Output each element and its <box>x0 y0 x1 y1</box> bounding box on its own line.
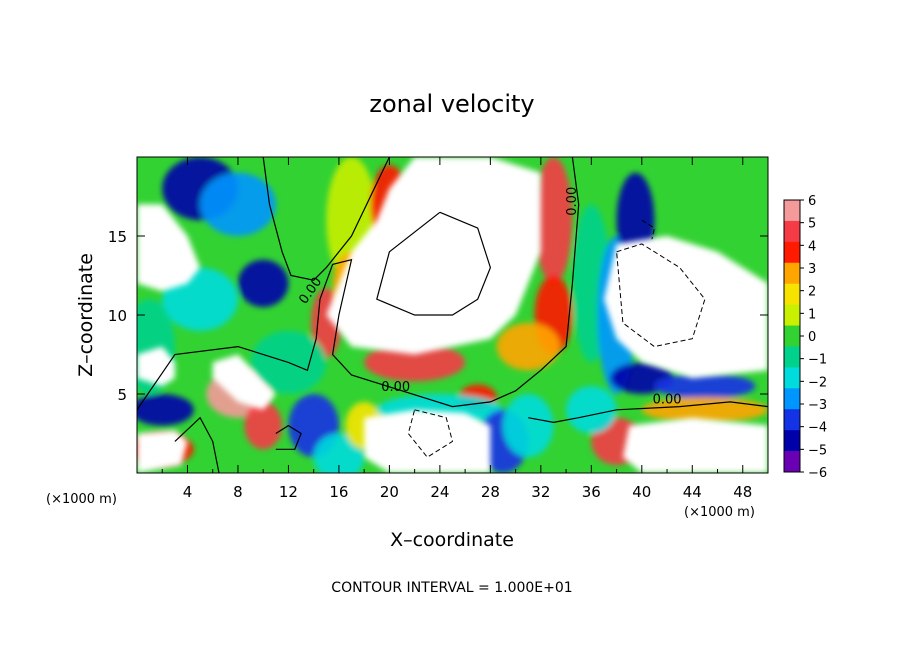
y-tick-label: 5 <box>117 386 127 404</box>
colorbar-label: −6 <box>808 466 827 481</box>
colorbar-label: 0 <box>808 330 816 345</box>
contour-label: 0.00 <box>565 187 580 216</box>
colorbar-swatch <box>784 409 800 431</box>
chart-title: zonal velocity <box>369 90 534 118</box>
colorbar-swatch <box>784 430 800 452</box>
contour-line-dashed <box>641 219 655 240</box>
contour-line-solid <box>137 157 580 411</box>
field-blob <box>641 397 768 423</box>
contour-line-solid <box>262 157 390 281</box>
field-blob <box>654 373 756 399</box>
field-blob <box>566 386 617 434</box>
field-blob <box>534 157 573 284</box>
colorbar-label: −4 <box>808 421 827 436</box>
out-of-range-region <box>137 346 175 387</box>
y-axis: 5 10 15 <box>108 228 768 404</box>
colorbar-swatch <box>784 200 800 222</box>
field-blob <box>244 401 283 450</box>
colorbar-label: 1 <box>808 307 816 322</box>
colorbar-label: 5 <box>808 217 816 232</box>
colorbar-swatch <box>784 241 800 264</box>
x-axis: 4 8 12 16 20 24 28 32 36 40 44 48 <box>161 157 752 501</box>
contour-label: 0.00 <box>381 380 410 395</box>
y-axis-label: Z–coordinate <box>75 253 97 377</box>
x-tick-label: 20 <box>380 483 399 501</box>
x-tick-label: 4 <box>183 483 193 501</box>
x-tick-label: 40 <box>632 483 651 501</box>
x-tick-label: 16 <box>329 483 348 501</box>
colorbar-label: −2 <box>808 375 827 390</box>
colorbar-swatch <box>784 451 800 473</box>
colorbar-label: −1 <box>808 353 827 368</box>
colorbar-swatch <box>784 325 800 347</box>
velocity-field <box>137 157 768 473</box>
x-tick-label: 44 <box>683 483 702 501</box>
out-of-range-region <box>364 409 491 473</box>
contour-interval-note: CONTOUR INTERVAL = 1.000E+01 <box>331 580 572 596</box>
out-of-range-region <box>137 204 201 292</box>
x-tick-label: 24 <box>430 483 449 501</box>
x-axis-label: X–coordinate <box>390 529 514 551</box>
colorbar-label: 3 <box>808 262 816 277</box>
x-tick-label: 12 <box>279 483 298 501</box>
colorbar: 6 5 4 3 2 1 0 −1 −2 −3 −4 −5 −6 <box>783 194 827 481</box>
plot-area: 0.000.000.000.00 <box>136 156 769 474</box>
contour-line-solid <box>528 401 768 424</box>
x-units-left: (×1000 m) <box>46 492 117 507</box>
field-blob <box>237 259 289 308</box>
colorbar-label: −5 <box>808 443 827 458</box>
contour-line-dashed <box>407 409 454 458</box>
colorbar-swatch <box>784 262 800 284</box>
x-tick-label: 48 <box>733 483 752 501</box>
colorbar-swatch <box>784 304 800 326</box>
x-tick-label: 36 <box>582 483 601 501</box>
x-units-right: (×1000 m) <box>684 505 755 520</box>
contour-line-dashed <box>616 243 706 348</box>
field-blob <box>313 433 365 473</box>
contour-line-solid <box>275 424 302 450</box>
x-tick-label: 32 <box>531 483 550 501</box>
colorbar-swatch <box>784 346 800 368</box>
colorbar-swatch <box>784 220 800 243</box>
field-blob <box>137 394 194 426</box>
contour-line-solid <box>376 211 492 316</box>
y-tick-label: 10 <box>108 307 127 325</box>
out-of-range-region <box>622 417 768 473</box>
out-of-range-region <box>326 157 541 355</box>
y-tick-label: 15 <box>108 228 127 246</box>
field-blob <box>364 343 466 382</box>
field-masked <box>137 157 768 473</box>
x-tick-label: 28 <box>481 483 500 501</box>
colorbar-swatch <box>784 367 800 389</box>
field-blob <box>502 394 554 458</box>
colorbar-label: 2 <box>808 285 816 300</box>
colorbar-swatch <box>784 283 800 305</box>
contour-label: 0.00 <box>653 392 682 407</box>
colorbar-swatch <box>784 388 800 410</box>
out-of-range-region <box>603 236 768 379</box>
field-blob <box>200 172 276 236</box>
x-tick-label: 8 <box>233 483 243 501</box>
contour-lines <box>137 157 768 473</box>
colorbar-label: −3 <box>808 398 827 413</box>
contour-line-solid <box>174 416 220 473</box>
out-of-range-region <box>212 354 276 410</box>
colorbar-label: 4 <box>808 239 816 254</box>
colorbar-label: 6 <box>808 194 816 209</box>
field-blob <box>496 322 560 371</box>
